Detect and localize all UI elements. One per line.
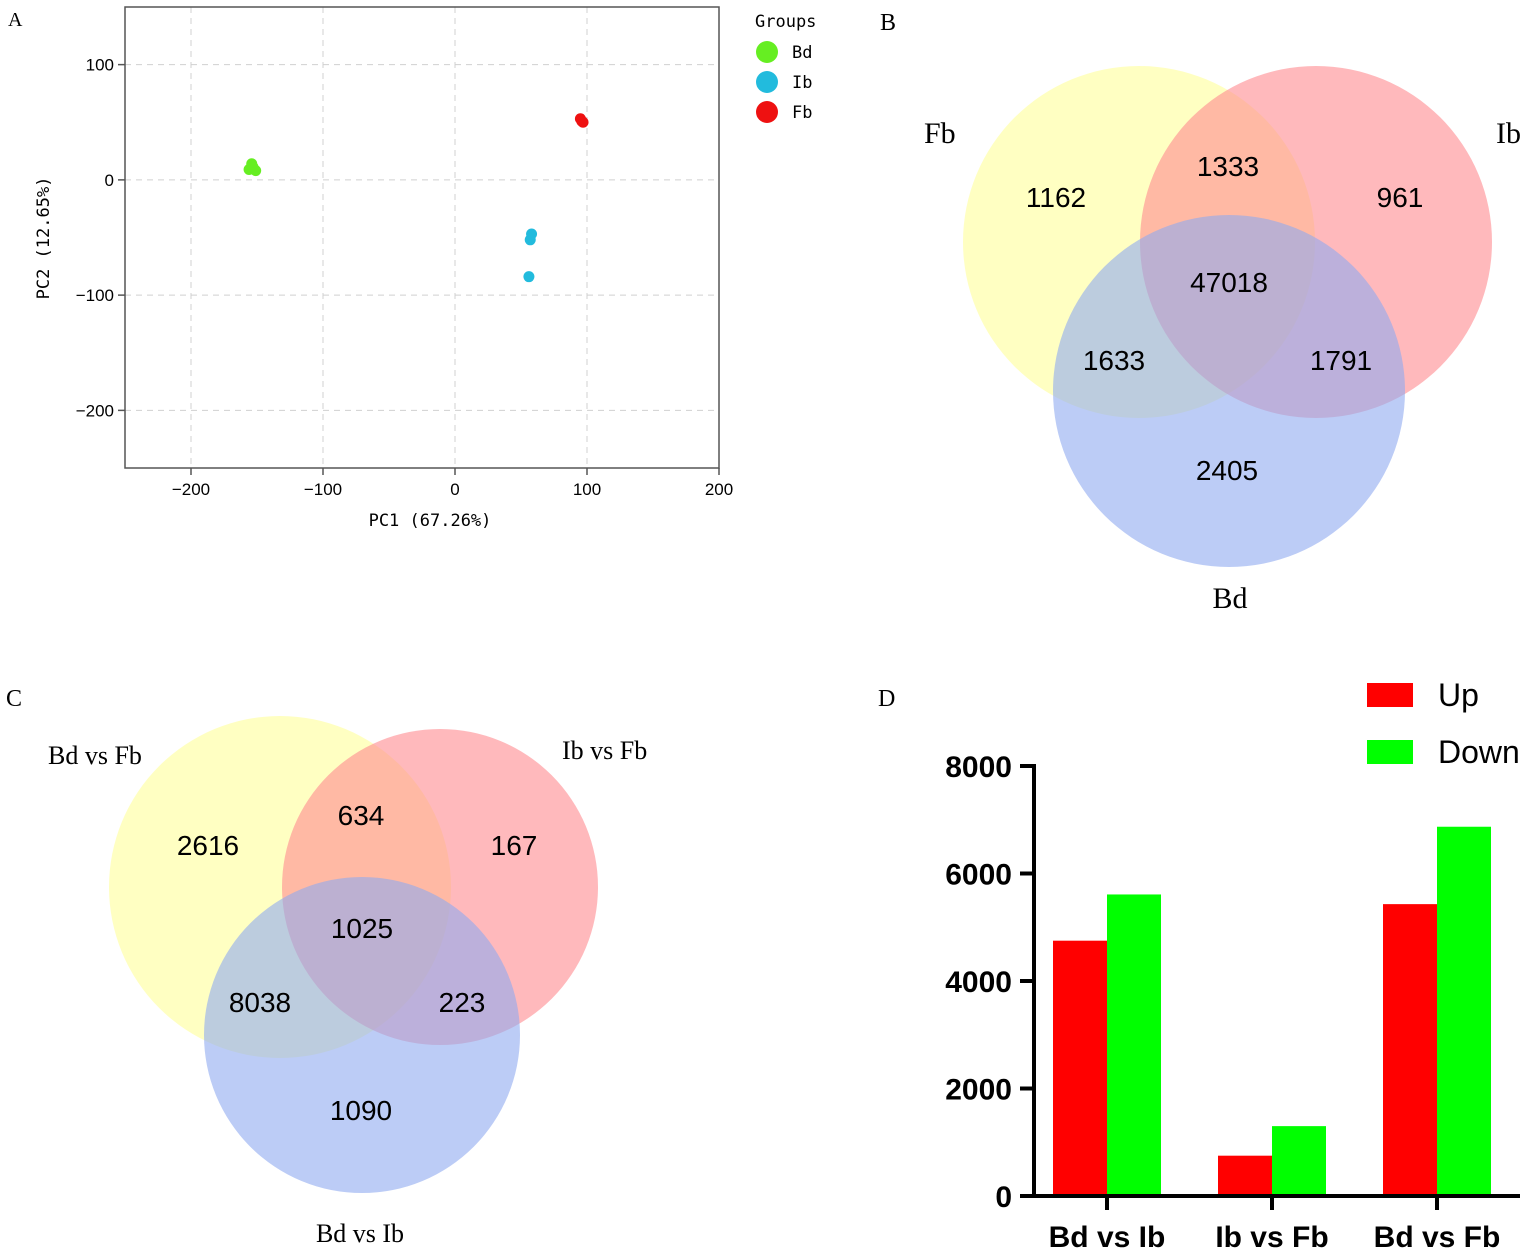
bar-legend-swatch-down <box>1367 740 1413 764</box>
bar-down-bd-vs-ib <box>1107 894 1161 1196</box>
venn-samples-panel: Fb Ib Bd 1162 1333 961 47018 1633 1791 2… <box>924 66 1521 615</box>
bar-x-tick-label: Bd vs Ib <box>1049 1221 1166 1254</box>
pca-y-tick-label: −200 <box>76 401 114 420</box>
pca-y-tick-label: 100 <box>86 56 114 75</box>
bar-up-bd-vs-fb <box>1383 904 1437 1196</box>
venn-c-region-c-only: 1090 <box>330 1095 392 1126</box>
venn-c-region-b-c: 223 <box>439 987 486 1018</box>
pca-legend: Bd Ib Fb <box>756 41 812 123</box>
bar-legend-label-down: Down <box>1438 734 1520 770</box>
pca-point-fb <box>576 115 588 127</box>
bar-legend: Up Down <box>1367 677 1520 770</box>
bar-y-ticks: 0 2000 4000 6000 8000 <box>945 751 1034 1214</box>
bar-y-tick-label: 6000 <box>945 859 1012 892</box>
venn-b-region-ib-bd: 1791 <box>1310 345 1372 376</box>
pca-gridlines <box>125 7 720 468</box>
venn-b-region-fb-bd: 1633 <box>1083 345 1145 376</box>
pca-plot-frame <box>124 6 720 469</box>
bar-down-ib-vs-fb <box>1272 1126 1326 1196</box>
venn-c-region-a-b: 634 <box>338 800 385 831</box>
bar-legend-swatch-up <box>1367 683 1413 707</box>
bar-y-tick-label: 2000 <box>945 1074 1012 1107</box>
bar-x-ticks: Bd vs Ib Ib vs Fb Bd vs Fb <box>1049 1196 1501 1254</box>
pca-x-tick-label: 0 <box>450 480 459 499</box>
pca-point-ib <box>524 234 536 246</box>
venn-b-label-ib: Ib <box>1496 117 1521 150</box>
venn-b-circle-bd <box>1053 215 1405 567</box>
bar-series <box>1053 826 1491 1196</box>
venn-c-label-bd-vs-fb: Bd vs Fb <box>48 741 142 770</box>
pca-y-tick-label: 0 <box>105 171 114 190</box>
pca-x-axis-label: PC1 (67.26%) <box>369 511 492 531</box>
pca-legend-label-bd: Bd <box>792 43 812 63</box>
pca-legend-marker-fb <box>756 101 778 123</box>
venn-b-region-fb-only: 1162 <box>1026 182 1086 213</box>
panel-label-c: C <box>6 686 22 712</box>
venn-c-region-b-only: 167 <box>491 830 538 861</box>
pca-point-ib <box>523 271 535 283</box>
pca-legend-label-ib: Ib <box>792 73 812 93</box>
pca-x-tick-label: −200 <box>172 480 210 499</box>
pca-legend-label-fb: Fb <box>792 103 812 123</box>
bar-x-tick-label: Bd vs Fb <box>1374 1221 1501 1254</box>
bar-y-tick-label: 0 <box>995 1181 1012 1214</box>
pca-point-bd <box>247 161 259 173</box>
panel-label-a: A <box>8 9 23 31</box>
venn-b-region-fb-ib: 1333 <box>1197 151 1259 182</box>
panel-label-d: D <box>878 686 895 712</box>
venn-c-region-all: 1025 <box>331 913 393 944</box>
venn-b-region-bd-only: 2405 <box>1196 455 1258 486</box>
venn-c-region-a-only: 2616 <box>177 830 239 861</box>
bar-up-bd-vs-ib <box>1053 940 1107 1196</box>
venn-c-label-ib-vs-fb: Ib vs Fb <box>562 736 647 765</box>
bar-legend-label-up: Up <box>1438 677 1479 713</box>
pca-x-tick-label: −100 <box>304 480 342 499</box>
pca-points <box>243 113 589 283</box>
panel-label-b: B <box>880 10 896 36</box>
venn-b-region-all: 47018 <box>1190 267 1268 298</box>
bar-y-tick-label: 4000 <box>945 966 1012 999</box>
pca-axis-ticks: −200 −100 0 100 200 100 0 −100 −200 <box>76 56 733 499</box>
bar-x-tick-label: Ib vs Fb <box>1215 1221 1328 1254</box>
venn-comparisons-panel: Bd vs Fb Ib vs Fb Bd vs Ib 2616 634 167 … <box>48 716 647 1248</box>
venn-b-label-bd: Bd <box>1212 582 1247 615</box>
venn-c-region-a-c: 8038 <box>229 987 291 1018</box>
pca-y-axis-label: PC2 (12.65%) <box>34 177 54 300</box>
pca-scatter-panel: −200 −100 0 100 200 100 0 −100 −200 PC1 (67.26%)… <box>34 6 816 531</box>
pca-y-tick-label: −100 <box>76 286 114 305</box>
pca-legend-title: Groups <box>755 12 816 32</box>
bar-up-ib-vs-fb <box>1218 1155 1272 1196</box>
venn-b-region-ib-only: 961 <box>1377 182 1424 213</box>
pca-x-tick-label: 200 <box>705 480 733 499</box>
venn-c-circle-bd-vs-ib <box>204 877 520 1193</box>
pca-x-tick-label: 100 <box>573 480 601 499</box>
pca-legend-marker-ib <box>756 71 778 93</box>
bar-y-tick-label: 8000 <box>945 751 1012 784</box>
venn-c-label-bd-vs-ib: Bd vs Ib <box>316 1219 404 1248</box>
bar-down-bd-vs-fb <box>1437 826 1491 1196</box>
pca-legend-marker-bd <box>756 41 778 63</box>
venn-b-label-fb: Fb <box>924 117 956 150</box>
